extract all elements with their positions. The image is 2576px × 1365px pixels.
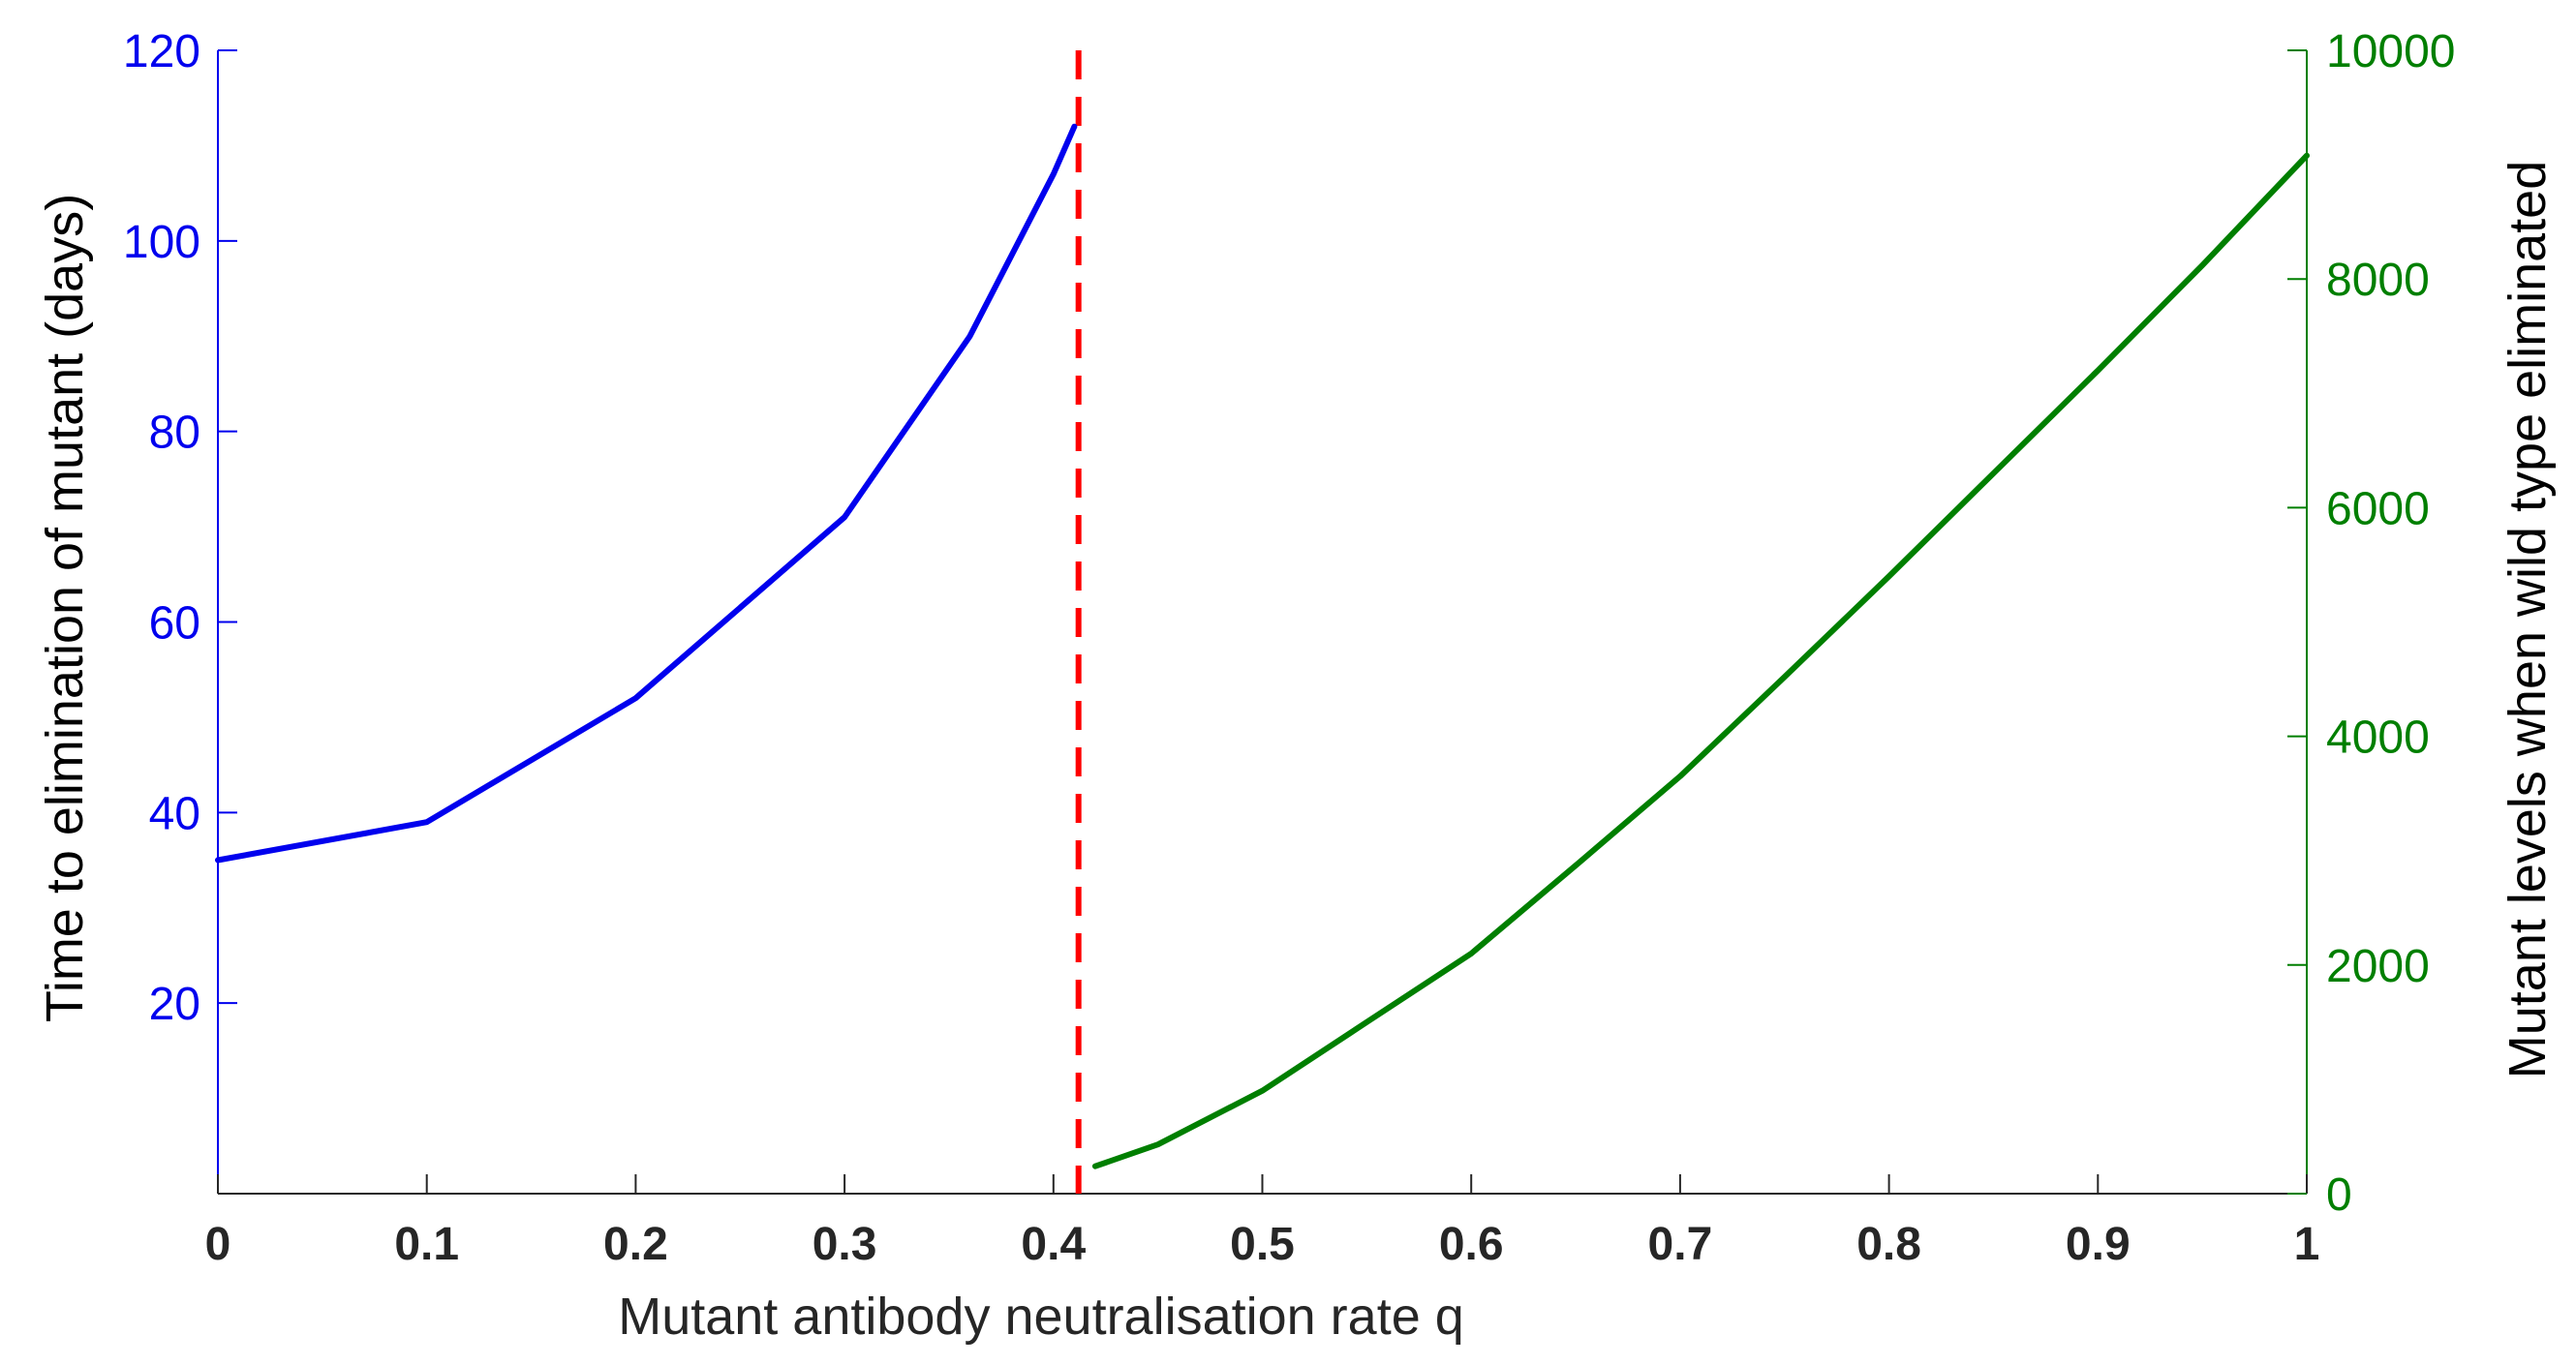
y-left-tick-label: 120 [123,26,200,77]
series-line-time-to-elimination [215,123,1078,864]
y-right-tick-label: 0 [2326,1169,2352,1221]
x-tick-label: 1 [2294,1219,2320,1270]
y-right-tick-label: 4000 [2326,713,2430,764]
y-left-tick-label: 20 [149,979,200,1030]
y-right-tick-label: 8000 [2326,255,2430,306]
y-left-tick-label: 100 [123,217,200,268]
x-tick-label: 0 [205,1219,231,1270]
series-line-mutant-levels [1091,152,2310,1169]
x-tick-label: 0.6 [1439,1219,1504,1270]
x-tick-label: 0.7 [1648,1219,1713,1270]
x-tick-label: 0.5 [1230,1219,1295,1270]
plot-layer: 0 0.1 0.2 0.3 0.4 0.5 0.6 0.7 0.8 0.9 120406080100… [123,26,2456,1270]
x-tick-label: 0.8 [1856,1219,1921,1270]
x-tick-label: 0.2 [603,1219,668,1270]
y-left-tick-label: 60 [149,598,200,650]
x-tick-label: 0.9 [2066,1219,2131,1270]
x-tick-label: 0.4 [1021,1219,1086,1270]
y-axis-right-label: Mutant levels when wild type eliminated [2499,161,2557,1078]
x-tick-label: 0.1 [394,1219,459,1270]
y-left-tick-label: 80 [149,408,200,459]
y-axis-left-label: Time to elimination of mutant (days) [36,194,94,1022]
y-right-tick-label: 2000 [2326,941,2430,992]
y-right-tick-label: 6000 [2326,483,2430,534]
x-axis-label: Mutant antibody neutralisation rate q [618,1288,1464,1346]
x-tick-label: 0.3 [813,1219,877,1270]
y-right-tick-label: 10000 [2326,26,2455,77]
y-left-tick-label: 40 [149,788,200,839]
